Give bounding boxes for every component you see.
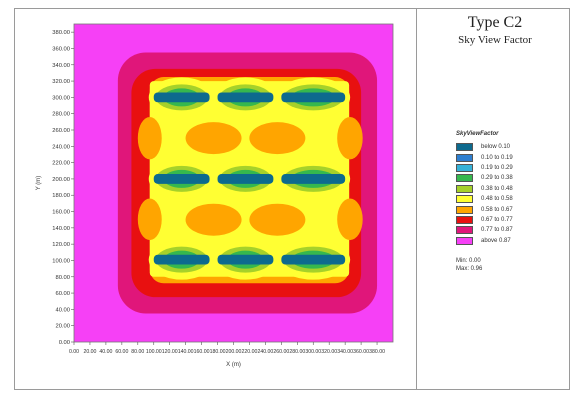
legend-swatch [456,174,473,183]
legend-swatch [456,153,473,162]
legend-item: 0.58 to 0.67 [456,204,513,214]
orange-lobe [337,198,363,241]
legend-swatch [456,236,473,245]
y-tick-label: 0.00 [59,340,70,346]
y-tick-label: 20.00 [55,324,70,330]
x-tick-label: 300.00 [305,349,321,355]
x-tick-label: 260.00 [273,349,289,355]
legend: below 0.10 0.10 to 0.19 0.19 to 0.29 0.29 t… [456,142,513,246]
legend-label: 0.29 to 0.38 [481,175,513,182]
x-tick-label: 340.00 [337,349,353,355]
y-tick-label: 40.00 [55,307,70,313]
building-footprint [217,254,274,265]
chart-subtitle: Sky View Factor [458,34,532,46]
y-tick-label: 260.00 [52,128,70,134]
x-tick-label: 320.00 [321,349,337,355]
y-tick-label: 200.00 [52,177,70,183]
building-footprint [217,174,274,184]
y-tick-label: 180.00 [52,193,70,199]
y-tick-label: 220.00 [52,161,70,167]
x-tick-label: 140.00 [178,349,194,355]
legend-label: below 0.10 [481,144,511,151]
y-tick-label: 360.00 [52,46,70,52]
y-tick-label: 340.00 [52,63,70,69]
x-tick-label: 100.00 [146,349,162,355]
y-tick-label: 140.00 [52,226,70,232]
y-tick-label: 320.00 [52,79,70,85]
legend-label: 0.10 to 0.19 [481,154,513,161]
legend-title: SkyViewFactor [456,131,499,137]
orange-lobe [137,116,162,160]
legend-item: 0.48 to 0.58 [456,194,513,204]
legend-item: 0.29 to 0.38 [456,173,513,183]
x-tick-label: 120.00 [162,349,178,355]
y-tick-label: 240.00 [52,144,70,150]
legend-swatch [456,215,473,224]
legend-label: 0.67 to 0.77 [481,216,513,223]
x-tick-label: 220.00 [242,349,258,355]
y-tick-label: 160.00 [52,210,70,216]
legend-swatch [456,226,473,235]
legend-label: 0.19 to 0.29 [481,164,513,171]
legend-swatch [456,195,473,204]
x-tick-label: 240.00 [257,349,273,355]
x-tick-label: 200.00 [226,349,242,355]
legend-item: 0.38 to 0.48 [456,184,513,194]
y-tick-label: 280.00 [52,112,70,118]
legend-item: 0.77 to 0.87 [456,225,513,235]
orange-core [185,122,242,155]
legend-swatch [456,143,473,152]
x-tick-label: 160.00 [194,349,210,355]
y-tick-label: 100.00 [52,258,70,264]
legend-label: above 0.87 [481,237,511,244]
min-value: Min: 0.00 [456,258,481,264]
y-tick-label: 60.00 [55,291,70,297]
orange-lobe [137,198,162,241]
x-tick-label: 360.00 [353,349,369,355]
building-footprint [281,254,346,265]
building-footprint [217,92,274,103]
legend-item: 0.19 to 0.29 [456,163,513,173]
axes-layer: 0.0020.0040.0060.0080.00100.00120.00140.… [36,23,394,368]
legend-label: 0.77 to 0.87 [481,227,513,234]
x-axis-label: X (m) [226,362,241,368]
legend-label: 0.38 to 0.48 [481,185,513,192]
panel-divider [416,8,417,390]
building-footprint [153,92,210,103]
x-tick-label: 40.00 [99,349,112,355]
max-value: Max: 0.96 [456,266,483,272]
legend-swatch [456,184,473,193]
building-footprint [153,174,210,184]
orange-core [249,203,306,236]
x-tick-label: 80.00 [131,349,144,355]
x-tick-label: 180.00 [210,349,226,355]
y-tick-label: 300.00 [52,95,70,101]
legend-item: 0.67 to 0.77 [456,215,513,225]
legend-label: 0.58 to 0.67 [481,206,513,213]
legend-item: 0.10 to 0.19 [456,152,513,162]
orange-lobe [337,116,363,160]
legend-swatch [456,205,473,214]
x-tick-label: 20.00 [83,349,96,355]
x-tick-label: 60.00 [115,349,128,355]
orange-core [185,203,242,236]
x-tick-label: 280.00 [289,349,305,355]
legend-item: below 0.10 [456,142,513,152]
y-axis-label: Y (m) [36,176,42,191]
orange-core [249,122,306,155]
x-tick-label: 380.00 [369,349,385,355]
y-tick-label: 120.00 [52,242,70,248]
legend-item: above 0.87 [456,236,513,246]
building-footprint [281,92,346,103]
y-tick-label: 380.00 [52,30,70,36]
chart-title: Type C2 [467,14,523,31]
y-tick-label: 80.00 [55,275,70,281]
heatmap-layer [74,24,393,342]
x-tick-label: 0.00 [69,349,79,355]
building-footprint [281,174,346,184]
legend-label: 0.48 to 0.58 [481,196,513,203]
building-footprint [153,254,210,265]
legend-swatch [456,163,473,172]
